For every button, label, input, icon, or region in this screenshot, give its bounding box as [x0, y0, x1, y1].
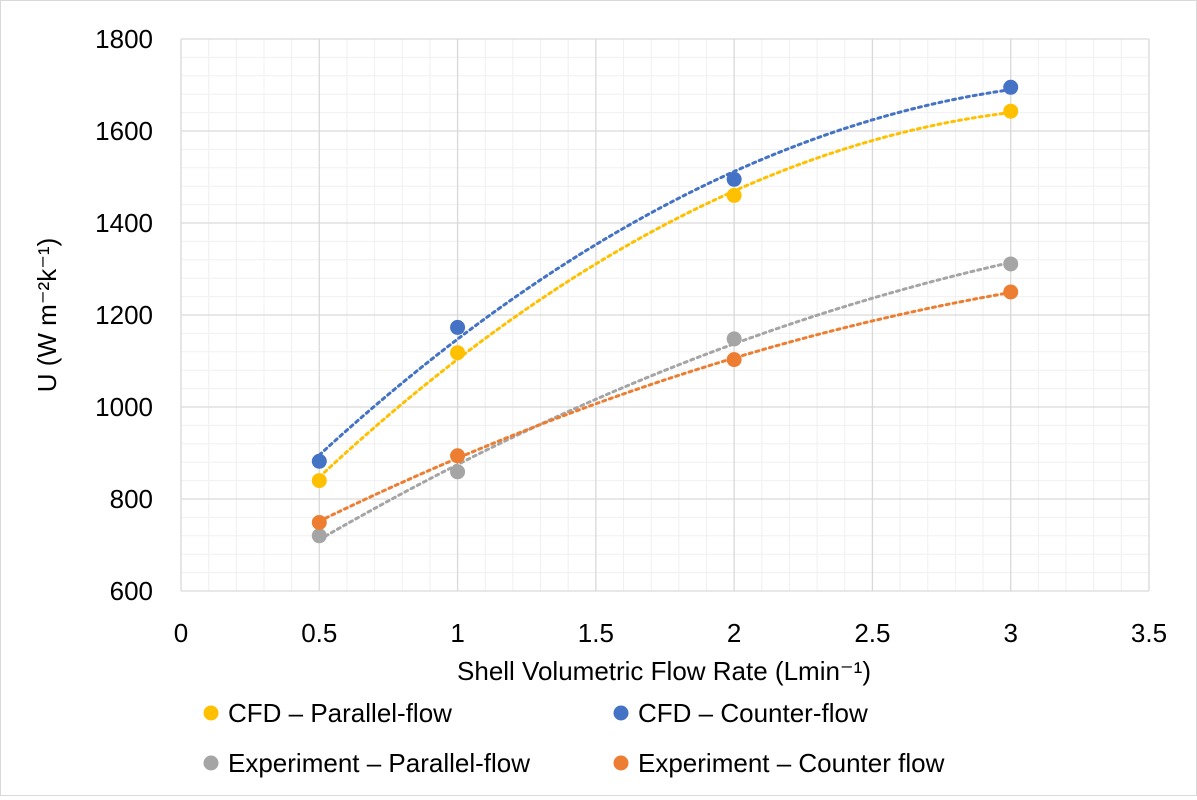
- x-tick-label: 3.5: [1131, 618, 1167, 648]
- legend-marker-series-2: [613, 705, 629, 721]
- x-tick-label: 0.5: [301, 618, 337, 648]
- legend-marker-series-1: [203, 705, 219, 721]
- data-point-series-2: [450, 319, 466, 335]
- legend: CFD – Parallel-flow CFD – Counter-flow Exp…: [203, 698, 945, 778]
- legend-label-series-3: Experiment – Parallel-flow: [228, 748, 530, 778]
- trendlines: [317, 88, 1013, 542]
- y-tick-label: 800: [110, 484, 153, 514]
- y-tick-label: 1800: [95, 24, 153, 54]
- legend-marker-series-4: [613, 755, 629, 771]
- data-point-series-3: [450, 464, 466, 480]
- data-point-series-3: [311, 528, 327, 544]
- trendline-series-2: [317, 88, 1013, 457]
- legend-label-series-1: CFD – Parallel-flow: [228, 698, 452, 728]
- y-tick-labels: 600 800 1000 1200 1400 1600 1800: [95, 24, 153, 606]
- data-point-series-1: [1003, 103, 1019, 119]
- data-points: [311, 79, 1019, 544]
- y-tick-label: 1600: [95, 116, 153, 146]
- y-axis-label: U (W m⁻²k⁻¹): [32, 238, 62, 393]
- x-tick-label: 2: [727, 618, 741, 648]
- data-point-series-4: [726, 352, 742, 368]
- y-tick-label: 1200: [95, 300, 153, 330]
- legend-label-series-4: Experiment – Counter flow: [638, 748, 945, 778]
- data-point-series-1: [726, 187, 742, 203]
- y-tick-label: 1400: [95, 208, 153, 238]
- data-point-series-2: [311, 453, 327, 469]
- data-point-series-3: [726, 331, 742, 347]
- data-point-series-4: [450, 448, 466, 464]
- data-point-series-1: [311, 473, 327, 489]
- trendline-series-3: [317, 260, 1013, 542]
- data-point-series-4: [1003, 284, 1019, 300]
- x-tick-label: 1: [450, 618, 464, 648]
- y-tick-label: 600: [110, 576, 153, 606]
- trendline-series-4: [317, 290, 1013, 523]
- legend-label-series-2: CFD – Counter-flow: [638, 698, 868, 728]
- x-tick-label: 2.5: [854, 618, 890, 648]
- x-tick-label: 3: [1003, 618, 1017, 648]
- data-point-series-4: [311, 514, 327, 530]
- x-axis-label: Shell Volumetric Flow Rate (Lmin⁻¹): [457, 656, 871, 686]
- trendline-series-1: [317, 111, 1013, 479]
- data-point-series-2: [726, 171, 742, 187]
- y-tick-label: 1000: [95, 392, 153, 422]
- x-tick-labels: 0 0.5 1 1.5 2 2.5 3 3.5: [174, 618, 1167, 648]
- legend-marker-series-3: [203, 755, 219, 771]
- x-tick-label: 0: [174, 618, 188, 648]
- data-point-series-2: [1003, 79, 1019, 95]
- major-grid: [180, 38, 1150, 592]
- data-point-series-1: [450, 345, 466, 361]
- data-point-series-3: [1003, 256, 1019, 272]
- x-tick-label: 1.5: [578, 618, 614, 648]
